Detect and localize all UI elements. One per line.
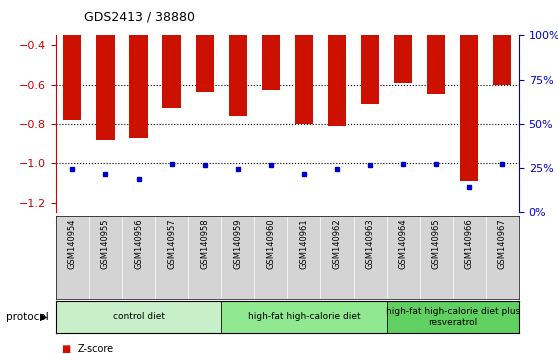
Bar	[129, 35, 148, 138]
Text: GSM140961: GSM140961	[300, 218, 309, 269]
Bar	[387, 301, 519, 333]
Text: GSM140955: GSM140955	[101, 218, 110, 269]
Text: GSM140956: GSM140956	[134, 218, 143, 269]
Bar	[427, 35, 445, 95]
Text: high-fat high-calorie diet: high-fat high-calorie diet	[248, 312, 360, 321]
Text: GSM140959: GSM140959	[233, 218, 242, 269]
Text: high-fat high-calorie diet plus
resveratrol: high-fat high-calorie diet plus resverat…	[386, 307, 520, 326]
Text: GSM140966: GSM140966	[465, 218, 474, 269]
Text: control diet: control diet	[113, 312, 165, 321]
Text: protocol: protocol	[6, 312, 49, 322]
Text: GSM140958: GSM140958	[200, 218, 209, 269]
Bar	[97, 35, 114, 139]
Bar	[195, 35, 214, 92]
Text: GSM140963: GSM140963	[365, 218, 374, 269]
Bar	[221, 301, 387, 333]
Bar	[460, 35, 478, 181]
Text: ■: ■	[61, 344, 71, 354]
Text: GSM140962: GSM140962	[333, 218, 341, 269]
Bar	[262, 35, 280, 91]
Bar	[63, 35, 81, 120]
Text: GSM140965: GSM140965	[432, 218, 441, 269]
Text: GSM140960: GSM140960	[266, 218, 275, 269]
Text: Z-score: Z-score	[78, 344, 114, 354]
Bar	[162, 35, 181, 108]
Text: GDS2413 / 38880: GDS2413 / 38880	[84, 11, 195, 24]
Text: GSM140964: GSM140964	[398, 218, 408, 269]
Bar	[295, 35, 313, 124]
Text: GSM140967: GSM140967	[498, 218, 507, 269]
Text: GSM140954: GSM140954	[68, 218, 77, 269]
Text: ▶: ▶	[40, 312, 47, 322]
Bar	[56, 301, 221, 333]
Bar	[493, 35, 512, 85]
Bar	[394, 35, 412, 82]
Text: GSM140957: GSM140957	[167, 218, 176, 269]
Bar	[328, 35, 346, 126]
Bar	[361, 35, 379, 104]
Bar	[229, 35, 247, 116]
